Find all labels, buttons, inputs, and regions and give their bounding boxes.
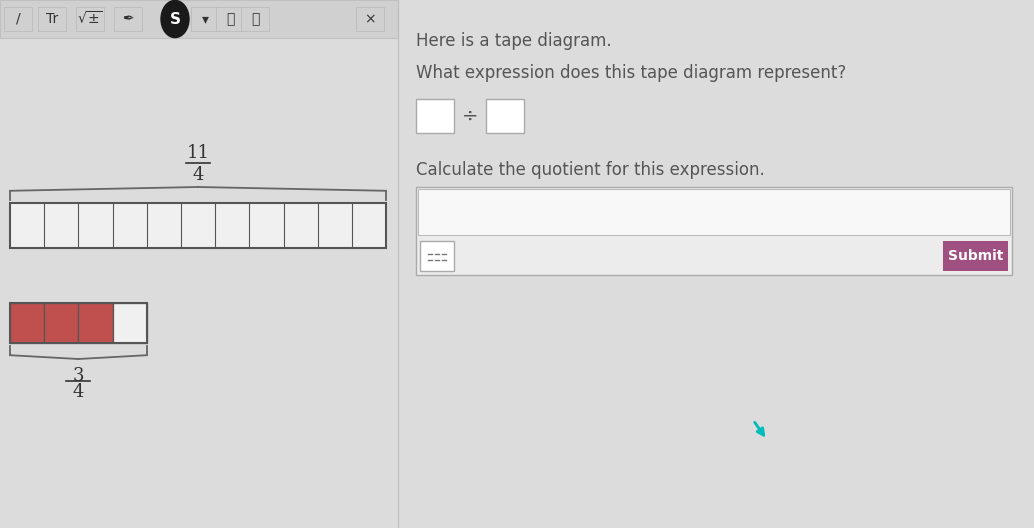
Bar xyxy=(10,303,44,343)
Text: Submit: Submit xyxy=(948,249,1003,263)
Bar xyxy=(418,189,1010,235)
Bar xyxy=(38,7,66,31)
Text: 11: 11 xyxy=(186,144,210,162)
Text: Here is a tape diagram.: Here is a tape diagram. xyxy=(416,32,612,50)
Bar xyxy=(79,303,113,343)
Bar xyxy=(113,303,147,343)
Bar xyxy=(4,7,32,31)
Bar xyxy=(0,0,398,38)
Text: What expression does this tape diagram represent?: What expression does this tape diagram r… xyxy=(416,64,847,82)
Text: ÷: ÷ xyxy=(462,107,479,126)
Text: ▾: ▾ xyxy=(202,12,209,26)
Bar xyxy=(44,303,79,343)
Text: 3: 3 xyxy=(72,367,84,385)
Text: Tr: Tr xyxy=(45,12,58,26)
Text: 4: 4 xyxy=(192,166,204,184)
Text: $\sqrt{\pm}$: $\sqrt{\pm}$ xyxy=(77,11,103,27)
Bar xyxy=(416,187,1012,275)
Text: /: / xyxy=(16,12,21,26)
Circle shape xyxy=(161,1,189,37)
Bar xyxy=(216,7,244,31)
Text: Calculate the quotient for this expression.: Calculate the quotient for this expressi… xyxy=(416,161,765,179)
Text: S: S xyxy=(170,12,181,26)
Text: ⌢: ⌢ xyxy=(251,12,260,26)
Bar xyxy=(356,7,384,31)
Bar xyxy=(10,203,386,248)
Text: ✒: ✒ xyxy=(122,12,133,26)
Text: 4: 4 xyxy=(72,383,84,401)
Bar xyxy=(241,7,269,31)
Text: ×: × xyxy=(364,12,375,26)
Bar xyxy=(191,7,219,31)
Bar xyxy=(486,99,524,133)
Bar xyxy=(943,241,1008,271)
Bar xyxy=(77,7,104,31)
Text: ⌢: ⌢ xyxy=(225,12,234,26)
Bar xyxy=(114,7,142,31)
Bar xyxy=(416,99,454,133)
Bar xyxy=(420,241,454,271)
Bar xyxy=(10,303,147,343)
